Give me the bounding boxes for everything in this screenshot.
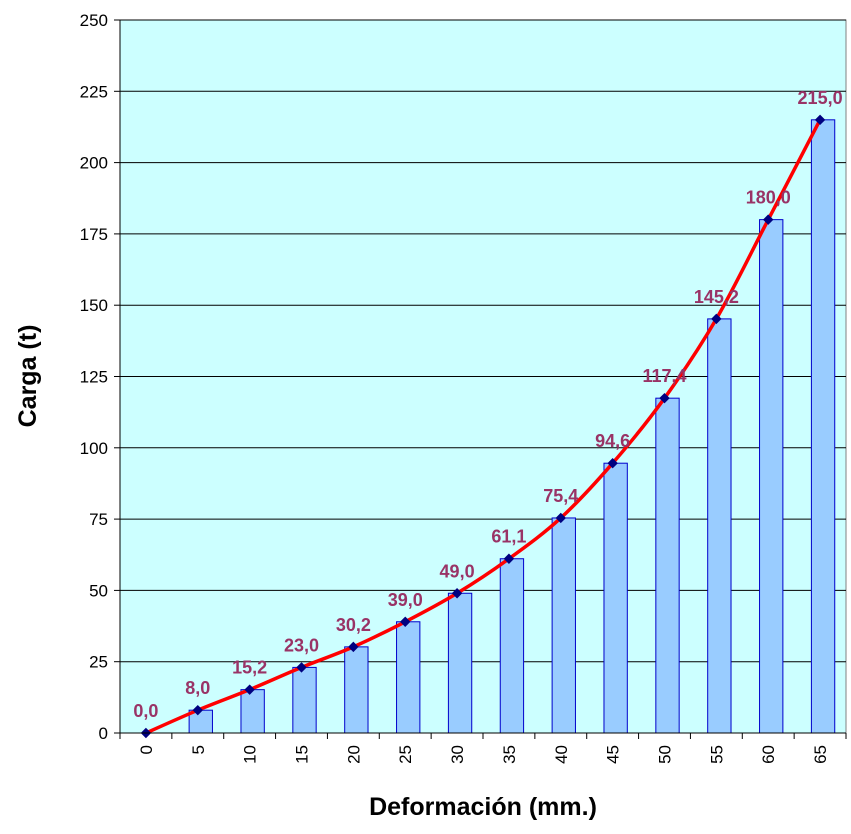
y-tick-label: 25 [89,653,108,672]
y-tick-label: 100 [80,439,108,458]
y-axis-title: Carga (t) [14,325,42,428]
data-label: 94,6 [595,431,630,451]
marker [814,114,826,126]
x-tick-label: 0 [137,745,156,754]
x-tick-label: 35 [500,745,519,764]
marker [296,662,307,673]
y-tick-label: 50 [89,581,108,600]
y-axis-ticks: 0 25 50 75 100 125 150 175 200 225 250 [80,11,120,743]
bar [499,558,525,734]
data-label: 39,0 [388,590,423,610]
x-tick-label: 55 [707,745,726,764]
marker [711,313,722,325]
data-label: 180,0 [746,188,791,208]
y-tick-label: 225 [80,82,108,101]
x-tick-label: 25 [396,745,415,764]
marker [763,214,774,225]
y-tick-label: 150 [80,296,108,315]
y-tick-label: 175 [80,225,108,244]
x-tick-label: 5 [189,745,208,754]
bar [603,462,628,734]
bar [655,397,680,734]
y-tick-label: 200 [80,154,108,173]
x-tick-label: 15 [293,745,312,764]
x-tick-label: 45 [604,745,623,764]
bar [759,219,784,734]
data-label: 49,0 [440,561,475,581]
bar [396,621,421,734]
bar [810,119,836,734]
bar [707,318,732,734]
data-label: 0,0 [133,701,158,721]
x-tick-label: 10 [241,745,260,764]
y-tick-label: 75 [89,510,108,529]
data-label: 23,0 [284,635,319,655]
data-labels: 0,0 8,0 15,2 23,0 30,2 39,0 49,0 61,1 75,4 94,6 11… [133,88,842,721]
x-tick-label: 60 [759,745,778,764]
y-tick-label: 125 [80,368,108,387]
data-label: 117,4 [642,366,686,386]
bar [240,689,265,734]
data-label: 15,2 [232,658,267,678]
x-tick-label: 20 [344,745,363,764]
data-label: 8,0 [185,678,210,698]
x-axis-ticks: 0 5 10 15 20 25 30 35 40 45 50 55 60 65 [119,733,847,764]
x-tick-label: 65 [811,745,830,764]
bar [447,592,473,734]
y-tick-label: 0 [99,724,108,743]
marker [659,392,670,404]
marker [192,704,203,716]
marker [607,457,618,469]
bar [292,666,317,734]
marker [244,684,255,695]
marker [451,588,463,599]
data-label: 61,1 [491,527,526,547]
y-tick-label: 250 [80,11,108,30]
x-tick-label: 30 [448,745,467,764]
bar [344,646,369,734]
marker [400,616,411,627]
data-label: 145,2 [694,287,739,307]
marker [348,641,359,653]
x-axis-title: Deformación (mm.) [369,793,597,821]
bar [551,517,576,734]
data-label: 75,4 [543,486,578,506]
marker [503,553,515,564]
data-label: 215,0 [798,88,843,108]
data-label: 30,2 [336,615,371,635]
marker [555,512,566,524]
x-tick-label: 50 [656,745,675,764]
marker-series [140,114,826,739]
x-tick-label: 40 [552,745,571,764]
